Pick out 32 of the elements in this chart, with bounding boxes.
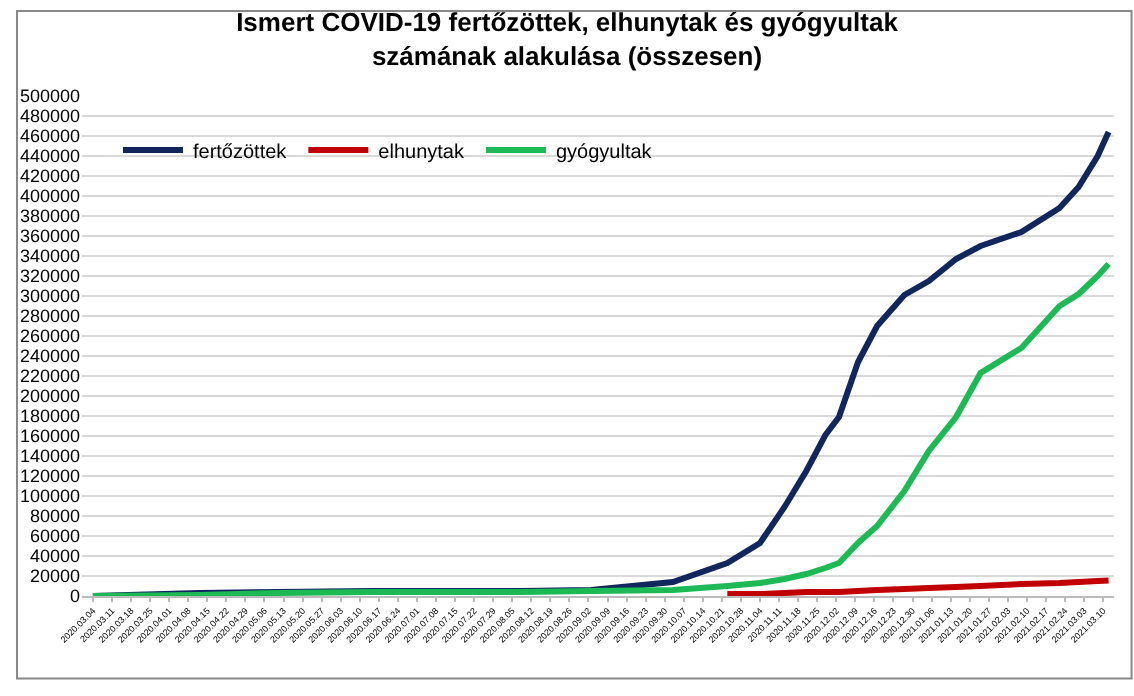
- legend-label: gyógyultak: [555, 141, 654, 164]
- line-series: [724, 577, 1112, 596]
- y-tick-label: 100000: [19, 486, 80, 507]
- y-tick-label: 300000: [19, 286, 80, 307]
- y-tick-label: 340000: [19, 246, 80, 267]
- line-series: [89, 261, 1112, 596]
- y-tick-label: 120000: [19, 466, 80, 487]
- y-tick-label: 220000: [19, 366, 80, 387]
- y-tick-label: 500000: [19, 86, 80, 107]
- legend-label: elhunytak: [378, 141, 466, 164]
- y-tick-label: 260000: [19, 326, 80, 347]
- y-tick-label: 400000: [19, 186, 80, 207]
- y-tick-label: 180000: [19, 406, 80, 427]
- y-tick-label: 440000: [19, 146, 80, 167]
- y-tick-label: 20000: [29, 566, 80, 587]
- y-tick-label: 380000: [19, 206, 80, 227]
- y-tick-label: 40000: [29, 546, 80, 567]
- y-tick-label: 160000: [19, 426, 80, 447]
- y-tick-label: 360000: [19, 226, 80, 247]
- y-tick-label: 420000: [19, 166, 80, 187]
- y-tick-label: 0: [69, 586, 80, 607]
- y-tick-label: 200000: [19, 386, 80, 407]
- legend-label: fertőzöttek: [192, 141, 289, 164]
- y-tick-label: 280000: [19, 306, 80, 327]
- y-tick-label: 80000: [29, 506, 80, 527]
- chart-title: Ismert COVID-19 fertőzöttek, elhunytak és gyógyultak számának alakulása (összesen): [236, 7, 900, 72]
- y-tick-label: 480000: [19, 106, 80, 127]
- y-tick-label: 60000: [29, 526, 80, 547]
- y-tick-label: 140000: [19, 446, 80, 467]
- y-tick-label: 240000: [19, 346, 80, 367]
- y-tick-label: 320000: [19, 266, 80, 287]
- y-tick-label: 460000: [19, 126, 80, 147]
